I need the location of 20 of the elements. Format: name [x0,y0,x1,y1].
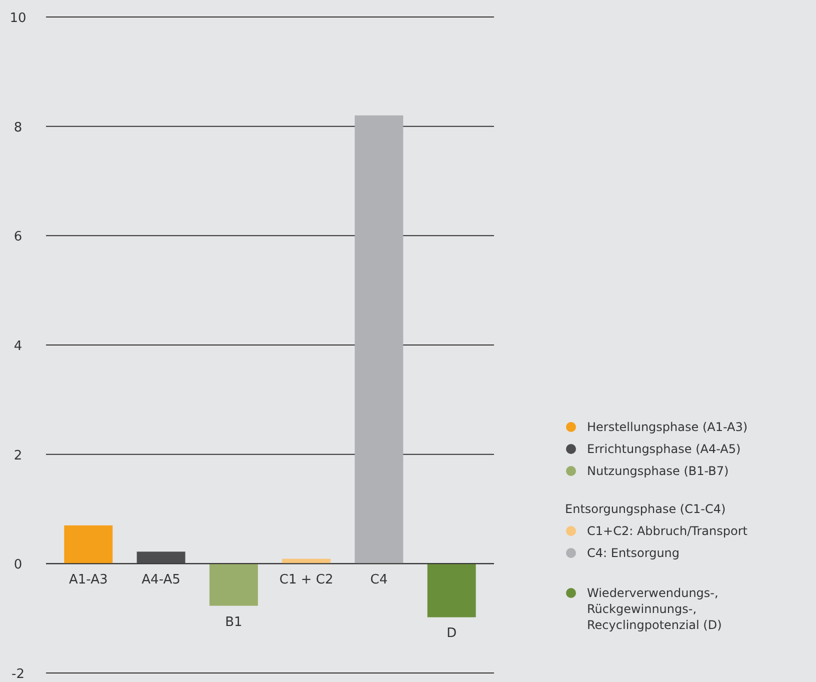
legend-label: Herstellungsphase (A1-A3) [587,420,748,434]
legend-label: Wiederverwendungs-, Rückgewinnungs-, Recyclingpotenzial (D) [587,586,722,632]
x-tick-label: B1 [225,614,242,630]
y-tick-label: 8 [14,120,22,136]
legend-label: Nutzungsphase (B1-B7) [587,464,729,478]
y-tick-label: 0 [14,558,22,573]
legend-label: Errichtungsphase (A4-A5) [587,442,741,456]
x-tick-label: C4 [370,572,388,588]
x-tick-label: A4-A5 [142,572,180,588]
y-tick-label: 6 [14,230,22,245]
y-tick-label: 10 [10,11,26,26]
y-tick-label: 4 [14,339,22,354]
x-tick-label: A1-A3 [69,572,108,588]
x-tick-label: C1 + C2 [279,572,334,588]
y-tick-label: -2 [12,667,24,682]
text: Entsorgungsphase (C1-C4) [565,502,726,516]
x-tick-label: D [446,626,457,642]
y-tick-label: 2 [14,448,22,464]
legend-label: C1+C2: Abbruch/Transport [587,524,748,538]
legend-label: C4: Entsorgung [587,546,680,560]
